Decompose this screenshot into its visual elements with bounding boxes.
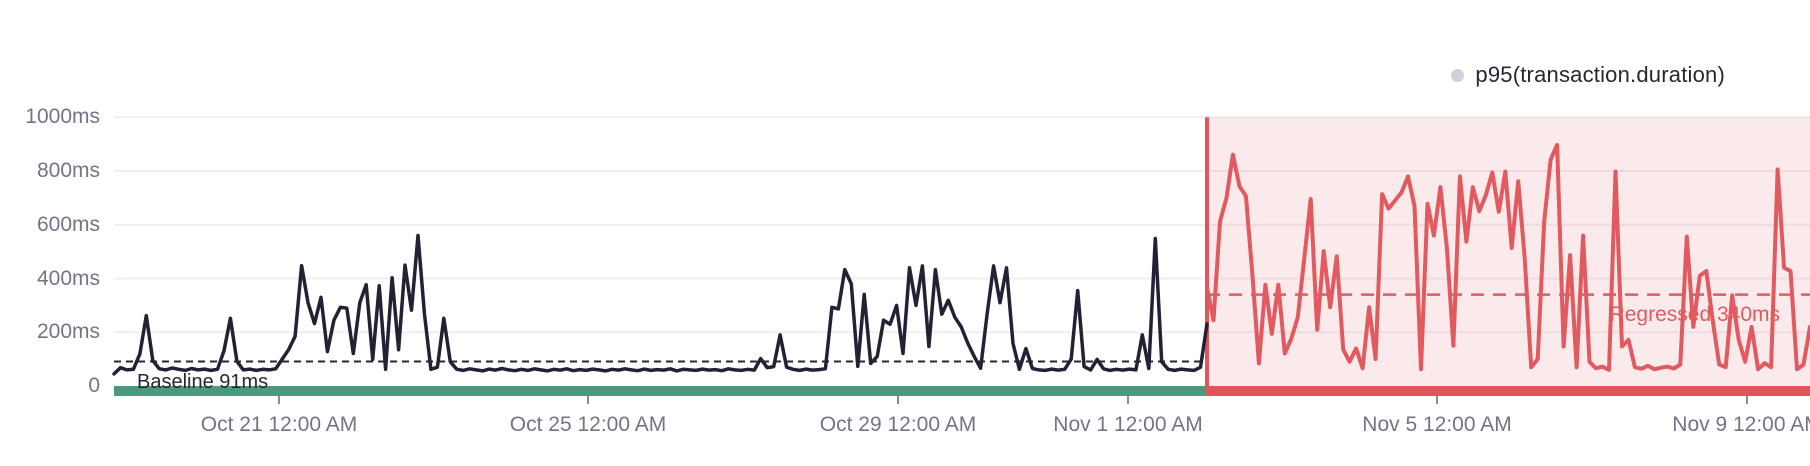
regression-region — [1207, 117, 1810, 396]
regression-period-bar — [1207, 386, 1810, 396]
x-axis-label: Oct 25 12:00 AM — [509, 413, 667, 436]
x-axis-label: Oct 21 12:00 AM — [200, 413, 358, 436]
y-axis-label: 200ms — [36, 320, 100, 344]
baseline-period-bar — [114, 386, 1207, 396]
x-axis-label: Nov 9 12:00 AM — [1672, 413, 1810, 436]
x-axis-label: Nov 5 12:00 AM — [1362, 413, 1512, 436]
x-axis-label: Oct 29 12:00 AM — [819, 413, 977, 436]
legend-item-p95[interactable]: p95(transaction.duration) — [1451, 62, 1725, 88]
y-axis-label: 600ms — [36, 212, 100, 236]
regression-start-line — [1205, 117, 1209, 396]
regressed-annotation-label: Regressed 340ms — [1609, 303, 1780, 326]
y-axis-label: 1000ms — [25, 105, 100, 129]
legend-dot-icon — [1451, 68, 1465, 82]
legend-label: p95(transaction.duration) — [1475, 62, 1725, 87]
x-axis-label: Nov 1 12:00 AM — [1053, 413, 1203, 436]
y-axis-label: 800ms — [36, 159, 100, 182]
y-axis-label: 400ms — [36, 266, 100, 290]
baseline-annotation-label: Baseline 91ms — [137, 371, 269, 393]
y-axis-label: 0 — [88, 374, 100, 397]
